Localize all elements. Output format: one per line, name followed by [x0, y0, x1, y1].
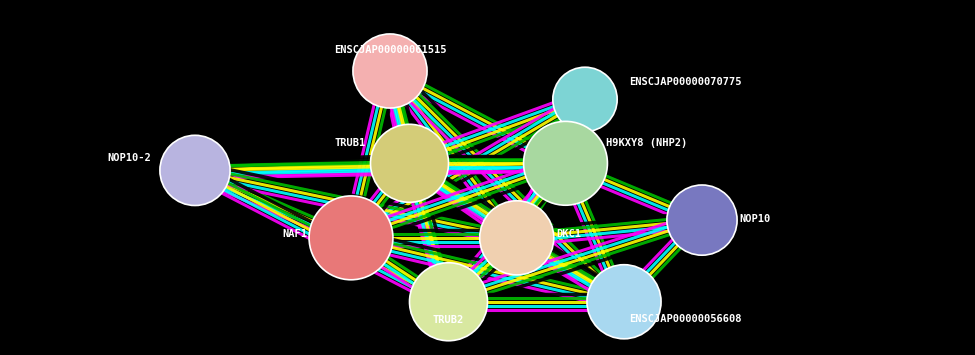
Ellipse shape: [480, 201, 554, 275]
Text: TRUB1: TRUB1: [334, 138, 366, 148]
Ellipse shape: [587, 265, 661, 339]
Ellipse shape: [370, 124, 448, 202]
Ellipse shape: [309, 196, 393, 280]
Text: ENSCJAP00000070775: ENSCJAP00000070775: [629, 77, 741, 87]
Ellipse shape: [524, 121, 607, 205]
Text: ENSCJAP00000061515: ENSCJAP00000061515: [333, 45, 447, 55]
Text: DKC1: DKC1: [557, 229, 582, 239]
Text: H9KXY8 (NHP2): H9KXY8 (NHP2): [606, 138, 687, 148]
Text: TRUB2: TRUB2: [433, 315, 464, 325]
Text: NAF1: NAF1: [282, 229, 307, 239]
Ellipse shape: [553, 67, 617, 132]
Ellipse shape: [160, 135, 230, 206]
Text: NOP10: NOP10: [739, 214, 770, 224]
Text: NOP10-2: NOP10-2: [107, 153, 151, 163]
Text: ENSCJAP00000056608: ENSCJAP00000056608: [629, 314, 741, 324]
Ellipse shape: [353, 34, 427, 108]
Ellipse shape: [667, 185, 737, 255]
Ellipse shape: [410, 263, 488, 341]
